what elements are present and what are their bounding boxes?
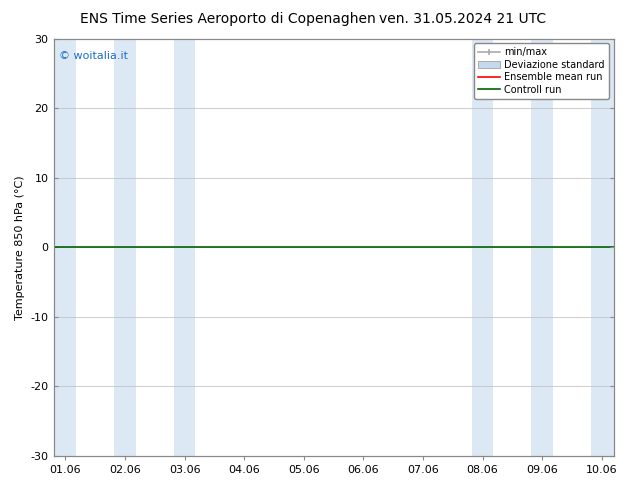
Text: ENS Time Series Aeroporto di Copenaghen: ENS Time Series Aeroporto di Copenaghen	[81, 12, 376, 26]
Text: © woitalia.it: © woitalia.it	[59, 51, 128, 61]
Bar	[612, 39, 614, 456]
Bar	[55, 39, 76, 456]
Bar	[53, 39, 55, 456]
Bar	[174, 39, 195, 456]
Bar	[531, 39, 553, 456]
Bar	[591, 39, 612, 456]
Bar	[114, 39, 136, 456]
Bar	[472, 39, 493, 456]
Legend: min/max, Deviazione standard, Ensemble mean run, Controll run: min/max, Deviazione standard, Ensemble m…	[474, 44, 609, 98]
Y-axis label: Temperature 850 hPa (°C): Temperature 850 hPa (°C)	[15, 175, 25, 319]
Text: ven. 31.05.2024 21 UTC: ven. 31.05.2024 21 UTC	[379, 12, 547, 26]
